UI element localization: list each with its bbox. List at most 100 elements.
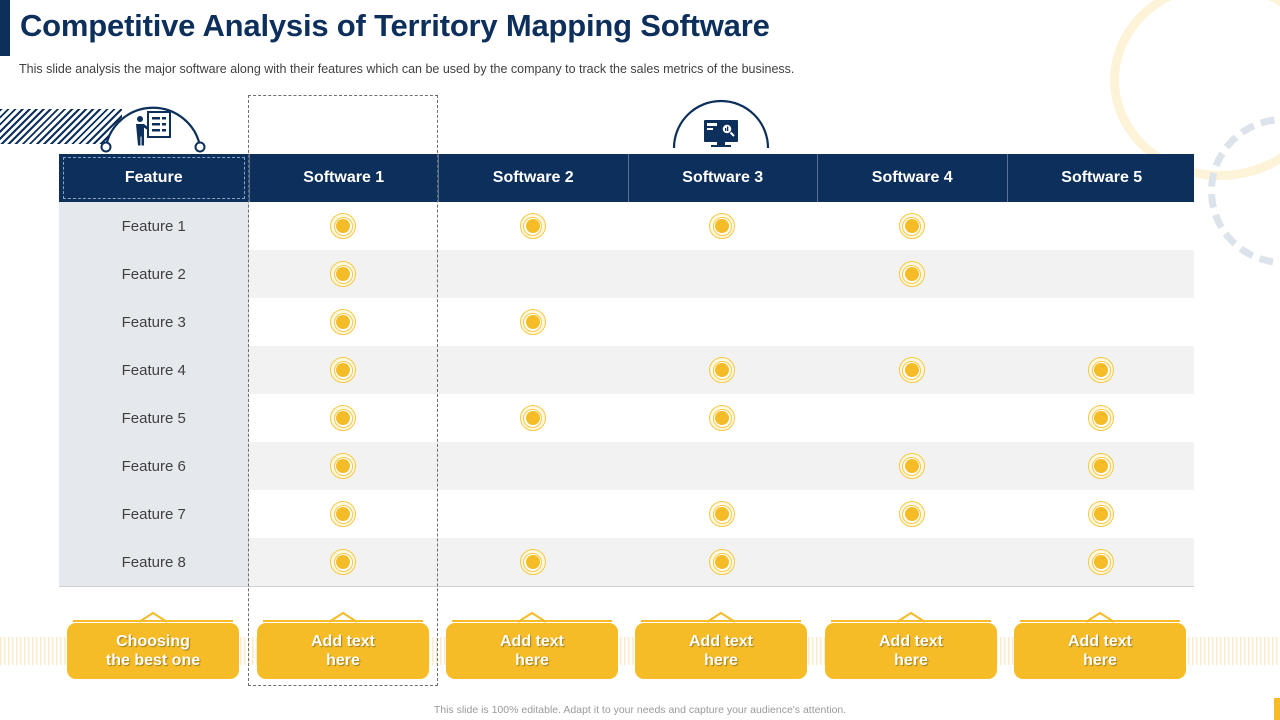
check-dot-icon: [519, 549, 546, 575]
add-text-button-1[interactable]: Add text here: [257, 623, 429, 679]
check-cell-software-5: [1007, 442, 1197, 490]
table-row: Feature 3: [59, 298, 1194, 346]
check-dot-icon: [1088, 405, 1115, 431]
add-text-button-4[interactable]: Add text here: [825, 623, 997, 679]
feature-label: Feature 3: [59, 298, 249, 346]
feature-label: Feature 1: [59, 202, 249, 250]
check-dot-icon: [330, 453, 357, 479]
check-cell-software-5: [1007, 298, 1197, 346]
callout-peak-icon: [139, 611, 167, 623]
decorative-yellow-ring: [1110, 0, 1280, 180]
check-cell-software-1: [249, 346, 439, 394]
check-dot-icon: [709, 501, 736, 527]
callout-peak-icon: [897, 611, 925, 623]
table-row: Feature 6: [59, 442, 1194, 490]
table-row: Feature 2: [59, 250, 1194, 298]
table-row: Feature 7: [59, 490, 1194, 538]
table-body: Feature 1 Feature 2 Feature 3 Feature 4 Feat…: [59, 202, 1194, 587]
add-text-button-5[interactable]: Add text here: [1014, 623, 1186, 679]
feature-label: Feature 8: [59, 538, 249, 586]
callout-5: Add text here: [825, 611, 997, 679]
check-cell-software-3: [628, 394, 818, 442]
check-cell-software-1: [249, 490, 439, 538]
check-cell-software-4: [817, 202, 1007, 250]
presenter-board-icon: [136, 111, 171, 146]
check-cell-software-3: [628, 346, 818, 394]
callout-peak-icon: [518, 611, 546, 623]
callout-line: [452, 620, 612, 622]
decorative-corner-block: [1274, 698, 1280, 720]
callout-4: Add text here: [635, 611, 807, 679]
callout-6: Add text here: [1014, 611, 1186, 679]
callout-2: Add text here: [257, 611, 429, 679]
callout-peak-icon: [1086, 611, 1114, 623]
software-icon-badge: [670, 98, 772, 154]
feature-label: Feature 2: [59, 250, 249, 298]
check-dot-icon: [709, 357, 736, 383]
callout-line: [641, 620, 801, 622]
header-feature: Feature: [59, 154, 249, 202]
feature-icon-badge: [100, 98, 208, 154]
table-row: Feature 1: [59, 202, 1194, 250]
check-dot-icon: [1088, 501, 1115, 527]
check-cell-software-4: [817, 442, 1007, 490]
monitor-analytics-icon: [704, 120, 738, 147]
check-dot-icon: [898, 453, 925, 479]
callout-3: Add text here: [446, 611, 618, 679]
callout-line: [1020, 620, 1180, 622]
feature-label: Feature 5: [59, 394, 249, 442]
footer-note: This slide is 100% editable. Adapt it to…: [433, 704, 847, 716]
header-software-5: Software 5: [1006, 154, 1197, 202]
check-cell-software-1: [249, 202, 439, 250]
choosing-best-button[interactable]: Choosing the best one: [67, 623, 239, 679]
callout-line: [73, 620, 233, 622]
check-cell-software-4: [817, 538, 1007, 586]
check-cell-software-1: [249, 394, 439, 442]
check-cell-software-5: [1007, 538, 1197, 586]
check-dot-icon: [1088, 357, 1115, 383]
check-cell-software-1: [249, 298, 439, 346]
check-cell-software-3: [628, 490, 818, 538]
check-cell-software-2: [438, 394, 628, 442]
feature-label: Feature 7: [59, 490, 249, 538]
check-dot-icon: [1088, 549, 1115, 575]
check-cell-software-3: [628, 250, 818, 298]
check-dot-icon: [519, 405, 546, 431]
check-cell-software-4: [817, 346, 1007, 394]
feature-label: Feature 4: [59, 346, 249, 394]
add-text-button-2[interactable]: Add text here: [446, 623, 618, 679]
check-cell-software-5: [1007, 346, 1197, 394]
check-cell-software-2: [438, 442, 628, 490]
check-cell-software-3: [628, 442, 818, 490]
header-software-3: Software 3: [627, 154, 818, 202]
add-text-button-3[interactable]: Add text here: [635, 623, 807, 679]
check-dot-icon: [330, 357, 357, 383]
check-cell-software-1: [249, 538, 439, 586]
table-row: Feature 4: [59, 346, 1194, 394]
check-dot-icon: [898, 213, 925, 239]
decorative-hatch-pattern: [0, 109, 122, 144]
check-cell-software-4: [817, 394, 1007, 442]
check-dot-icon: [709, 213, 736, 239]
table-row: Feature 8: [59, 538, 1194, 586]
check-cell-software-2: [438, 298, 628, 346]
check-cell-software-2: [438, 250, 628, 298]
check-cell-software-1: [249, 442, 439, 490]
check-dot-icon: [709, 405, 736, 431]
check-dot-icon: [709, 549, 736, 575]
check-cell-software-5: [1007, 490, 1197, 538]
check-cell-software-2: [438, 538, 628, 586]
check-cell-software-4: [817, 298, 1007, 346]
comparison-table: Feature Software 1 Software 2 Software 3…: [59, 154, 1194, 587]
page-subtitle: This slide analysis the major software a…: [19, 62, 795, 76]
callout-1: Choosing the best one: [67, 611, 239, 679]
page-title: Competitive Analysis of Territory Mappin…: [20, 8, 770, 43]
check-dot-icon: [330, 309, 357, 335]
check-dot-icon: [519, 213, 546, 239]
check-cell-software-4: [817, 490, 1007, 538]
check-cell-software-4: [817, 250, 1007, 298]
check-cell-software-5: [1007, 202, 1197, 250]
header-software-1: Software 1: [248, 154, 439, 202]
check-dot-icon: [330, 405, 357, 431]
check-cell-software-3: [628, 538, 818, 586]
